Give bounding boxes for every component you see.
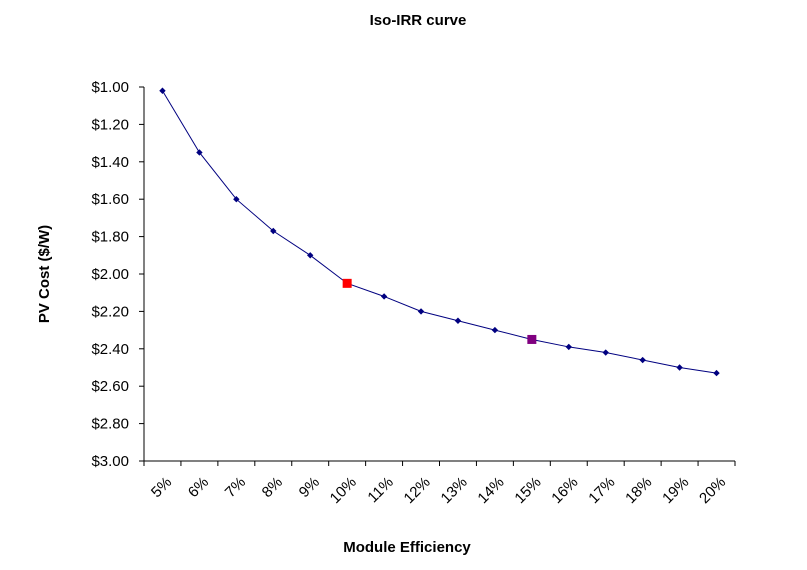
data-point [196, 149, 203, 156]
data-point [307, 252, 314, 259]
data-point [565, 343, 572, 351]
chart-title: Iso-IRR curve [370, 12, 467, 29]
x-tick-label: 16% [548, 474, 581, 507]
y-tick-label: $3.00 [91, 453, 129, 470]
x-tick-label: 5% [148, 474, 175, 501]
highlighted-point [342, 278, 352, 288]
data-point [454, 317, 462, 324]
x-tick-label: 11% [364, 474, 396, 506]
y-tick-label: $2.80 [91, 416, 129, 433]
x-tick-label: 18% [622, 474, 655, 507]
x-tick-label: 9% [296, 474, 323, 501]
y-tick-label: $1.20 [91, 116, 129, 133]
data-point [639, 356, 646, 364]
y-tick-label: $2.20 [91, 303, 129, 320]
x-tick-label: 15% [511, 474, 544, 507]
y-tick-label: $1.80 [91, 229, 129, 246]
x-tick-label: 17% [585, 474, 618, 507]
plot-area: $1.00 $1.20 $1.40 $1.60 $1.80 $2.00 $2.20 $2.40… [91, 79, 736, 507]
data-point [676, 364, 683, 371]
x-tick-label: 10% [327, 474, 360, 507]
data-point [270, 227, 277, 235]
x-tick-label: 12% [401, 474, 434, 507]
data-point [233, 196, 240, 203]
x-tick-label: 20% [696, 474, 729, 507]
y-tick-label: $1.40 [91, 154, 129, 171]
data-point [602, 349, 609, 356]
data-point [159, 87, 166, 94]
x-tick-label: 19% [659, 474, 692, 507]
x-tick-label: 13% [437, 474, 470, 507]
data-point [713, 369, 720, 377]
y-axis-title: PV Cost ($/W) [36, 225, 53, 323]
y-tick-label: $1.60 [91, 191, 129, 208]
data-point [417, 308, 425, 315]
y-tick-label: $2.40 [91, 341, 129, 358]
x-tick-label: 6% [185, 474, 212, 501]
data-point [380, 293, 388, 300]
y-tick-label: $2.00 [91, 266, 129, 283]
x-tick-label: 7% [222, 474, 249, 501]
data-point [491, 326, 499, 334]
y-tick-label: $1.00 [91, 79, 129, 96]
x-tick-label: 14% [474, 474, 507, 507]
x-tick-label: 8% [259, 474, 286, 501]
highlighted-point [527, 334, 537, 344]
series-line [162, 90, 717, 374]
x-axis-title: Module Efficiency [343, 539, 471, 556]
y-tick-label: $2.60 [91, 378, 129, 395]
